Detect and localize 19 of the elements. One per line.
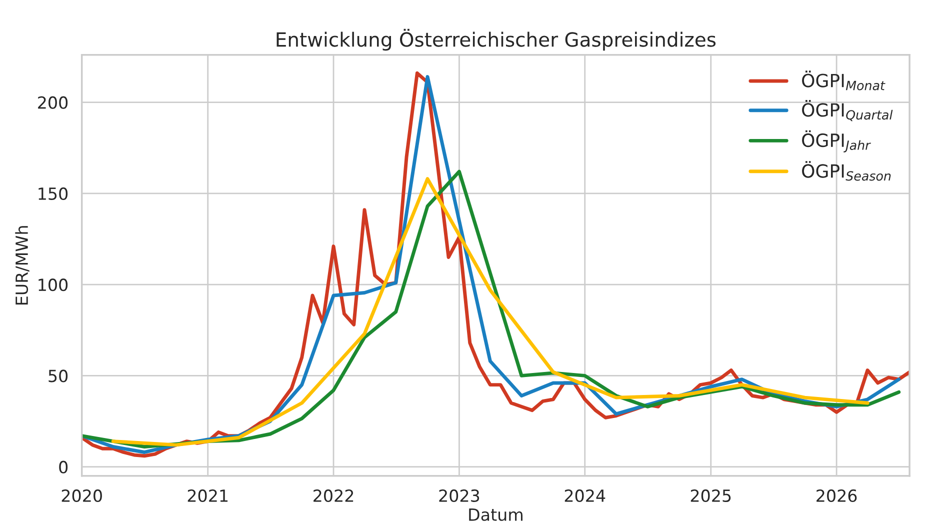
chart-title: Entwicklung Österreichischer Gaspreisindizes xyxy=(276,28,716,51)
legend-label: ÖGPI$_{Monat}$ xyxy=(802,70,886,90)
y-axis-title: EUR/MWh xyxy=(15,226,30,304)
x-tick-label: 2026 xyxy=(816,489,857,502)
x-tick-label: 2023 xyxy=(439,489,480,502)
y-tick-label: 0 xyxy=(59,460,68,474)
x-tick-label: 2022 xyxy=(314,489,354,502)
legend-label: ÖGPI$_{Jahr}$ xyxy=(802,130,871,152)
y-tick-label: 100 xyxy=(38,278,68,292)
x-tick-label: 2024 xyxy=(564,489,606,502)
x-tick-label: 2020 xyxy=(62,489,102,502)
legend-label: ÖGPI$_{Season}$ xyxy=(802,161,891,181)
y-tick-label: 200 xyxy=(38,96,68,109)
legend-label: ÖGPI$_{Quartal}$ xyxy=(802,100,893,122)
x-tick-label: 2021 xyxy=(188,489,228,502)
x-tick-label: 2025 xyxy=(690,489,731,502)
y-tick-label: 150 xyxy=(38,187,68,200)
x-axis-title: Datum xyxy=(469,508,522,521)
y-tick-label: 50 xyxy=(48,370,68,382)
